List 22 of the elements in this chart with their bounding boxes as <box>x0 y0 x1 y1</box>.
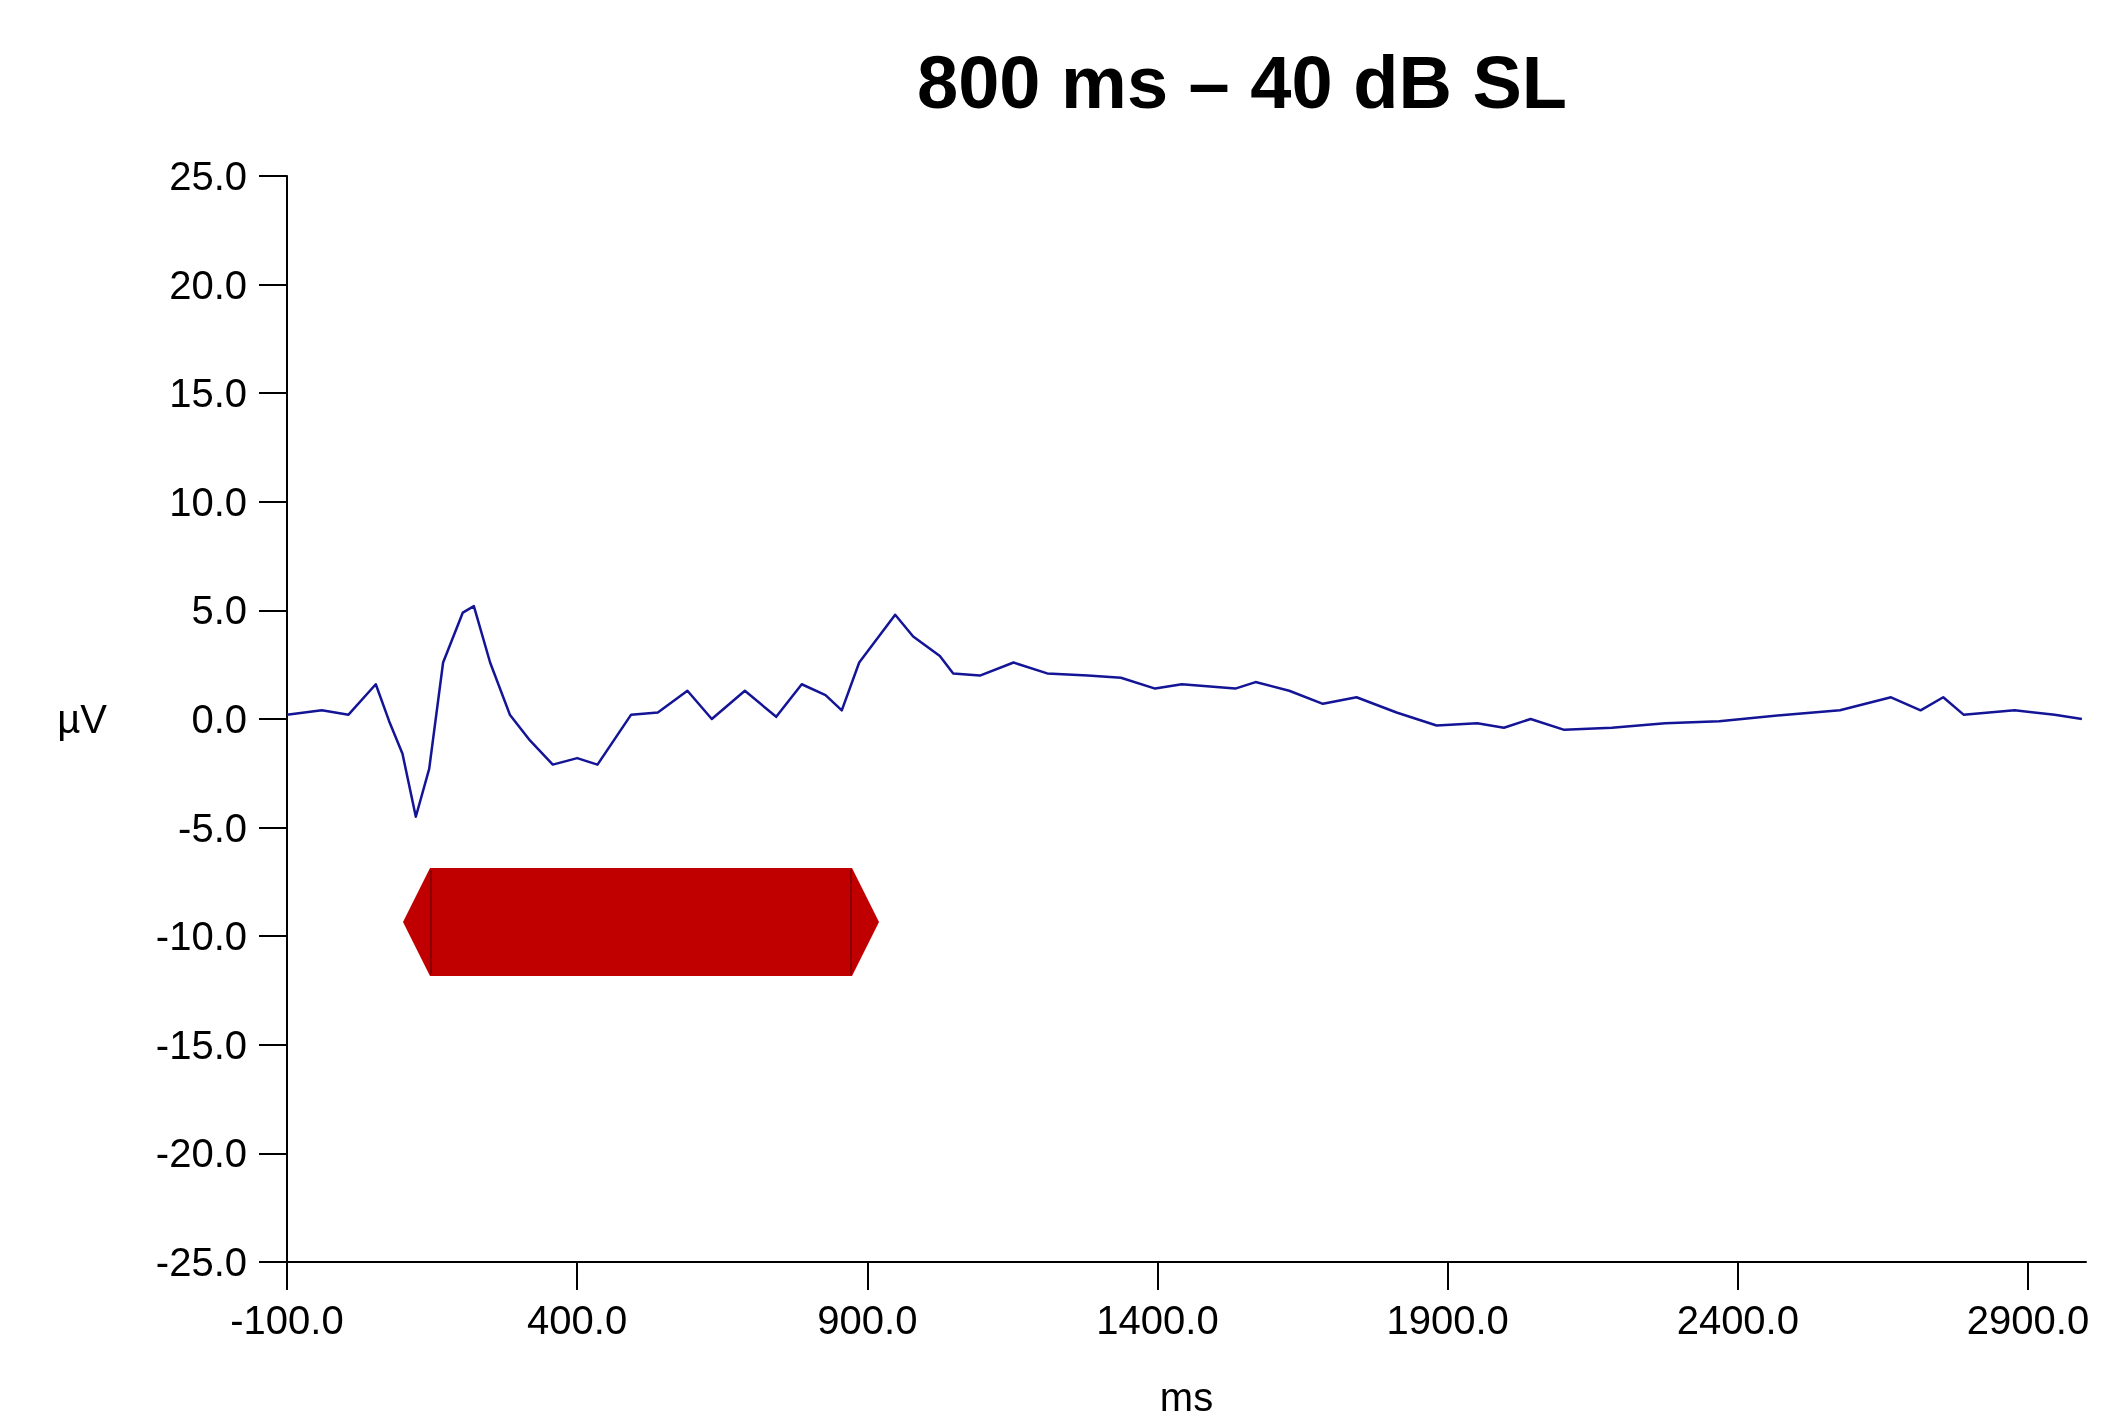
y-tick-label: 10.0 <box>169 479 247 524</box>
line-series <box>285 604 2084 818</box>
y-tick-label: 15.0 <box>169 371 247 416</box>
chart-title: 800 ms – 40 dB SL <box>917 40 1567 124</box>
x-tick-label: 400.0 <box>527 1298 628 1342</box>
y-tick-label: -5.0 <box>178 805 247 850</box>
x-tick-label: 2900.0 <box>1966 1298 2090 1342</box>
x-axis-title: ms <box>1159 1375 1214 1419</box>
y-axis-title: µV <box>57 697 108 741</box>
y-tick-label: -10.0 <box>155 914 247 959</box>
y-tick-label: -20.0 <box>155 1131 247 1176</box>
y-tick-label: -25.0 <box>155 1240 247 1284</box>
y-tick-label: 0.0 <box>191 697 247 741</box>
y-tick-label: 5.0 <box>191 588 247 633</box>
x-tick-label: 2400.0 <box>1676 1298 1799 1342</box>
y-tick-label: 25.0 <box>169 154 247 198</box>
x-tick-label: -100.0 <box>230 1298 344 1342</box>
x-tick-label: 900.0 <box>817 1298 918 1342</box>
x-tick-label: 1400.0 <box>1096 1298 1219 1342</box>
x-tick-label: 1900.0 <box>1386 1298 1509 1342</box>
y-tick-label: 20.0 <box>169 262 247 307</box>
y-tick-label: -15.0 <box>155 1022 247 1067</box>
